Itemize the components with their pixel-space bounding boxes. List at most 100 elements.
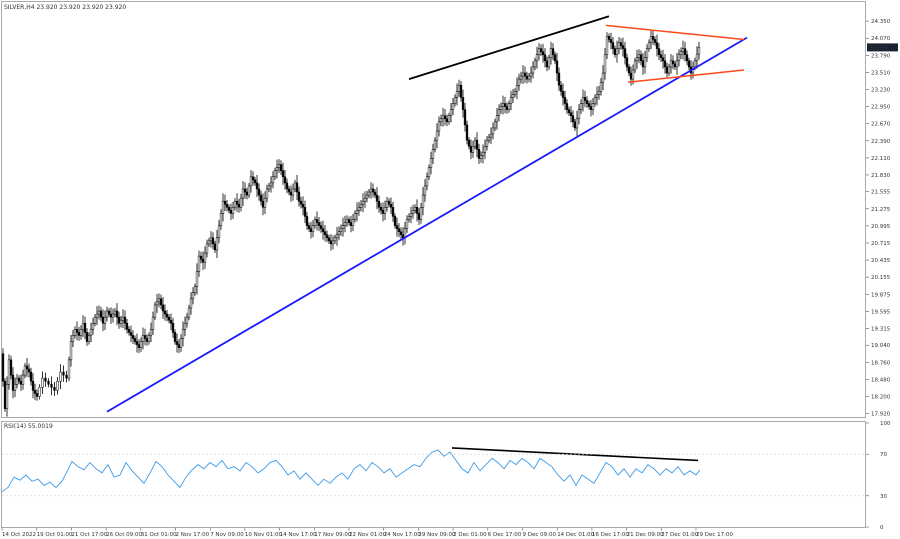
candle-body <box>361 200 365 205</box>
candle-body <box>369 188 373 193</box>
candle-body <box>417 213 421 220</box>
candle-body <box>425 176 429 187</box>
candle-body <box>357 207 361 211</box>
candle-body <box>143 335 147 339</box>
price-axis-label: 21.830 <box>871 173 891 179</box>
price-axis-label: 22.110 <box>871 156 891 162</box>
candle-body <box>129 332 133 336</box>
candle-body <box>237 203 241 208</box>
candle-body <box>265 188 269 199</box>
candle-body <box>677 54 681 62</box>
candle-body <box>151 316 155 330</box>
time-axis-label: 27 Dec 01:00 <box>661 532 698 538</box>
candle-body <box>21 374 25 385</box>
candle-body <box>491 127 495 135</box>
time-axis-label: 9 Dec 09:00 <box>523 532 557 538</box>
candle-body <box>595 94 599 98</box>
candle-body <box>651 36 655 40</box>
candle-body <box>181 329 185 339</box>
candle-body <box>189 298 193 309</box>
candle-body <box>553 54 557 62</box>
candle-body <box>79 329 83 336</box>
candle-body <box>315 219 319 223</box>
time-axis-label: 26 Oct 09:00 <box>106 532 142 538</box>
candle-body <box>555 60 559 74</box>
candle-body <box>199 255 203 260</box>
candle-body <box>399 231 403 235</box>
candle-body <box>619 42 623 46</box>
candle-body <box>531 66 535 74</box>
candle-body <box>493 121 497 129</box>
candle-body <box>169 319 173 324</box>
candle-body <box>377 200 381 208</box>
candle-body <box>469 146 473 153</box>
time-axis-label: 21 Oct 17:00 <box>71 532 107 538</box>
candle-body <box>653 39 657 43</box>
candle-body <box>269 182 273 187</box>
candle-body <box>62 371 65 376</box>
candle-body <box>343 222 347 226</box>
candle-body <box>623 48 627 59</box>
price-axis-label: 24.350 <box>871 19 891 25</box>
candle-body <box>427 167 431 178</box>
candle-body <box>659 54 663 59</box>
rsi-axis-label: 100 <box>880 421 891 427</box>
time-axis-label: 24 Nov 17:00 <box>384 532 422 538</box>
price-axis-label: 20.155 <box>871 275 891 281</box>
candle-body <box>617 42 621 49</box>
triangle-lower-line <box>627 69 745 83</box>
candle-body <box>89 329 93 336</box>
candle-body <box>419 207 423 220</box>
candle-body <box>56 380 59 391</box>
candle-body <box>583 97 587 101</box>
candle-body <box>185 316 189 324</box>
candle-body <box>641 60 645 68</box>
candle-body <box>647 42 651 49</box>
candle-body <box>325 234 329 239</box>
candle-body <box>593 97 597 104</box>
candle-body <box>551 48 555 55</box>
candle-body <box>38 387 41 397</box>
candle-body <box>661 57 665 62</box>
candle-body <box>161 304 165 312</box>
candle-body <box>599 81 603 92</box>
candle-body <box>577 109 581 120</box>
candle-body <box>251 176 255 181</box>
candle-body <box>163 310 167 315</box>
price-axis-label: 23.510 <box>871 70 891 76</box>
candle-body <box>229 210 233 214</box>
candle-body <box>397 228 401 232</box>
candle-body <box>637 54 641 59</box>
candle-body <box>33 390 37 394</box>
candle-body <box>337 231 341 235</box>
candle-body <box>573 121 577 129</box>
candle-body <box>505 106 509 110</box>
candle-body <box>501 103 505 107</box>
candle-body <box>693 60 697 68</box>
candle-body <box>249 176 253 187</box>
time-axis-label: 14 Dec 01:00 <box>557 532 594 538</box>
candle-body <box>453 97 457 104</box>
candle-body <box>13 384 17 391</box>
candle-body <box>277 164 281 168</box>
current-price-box <box>867 43 898 52</box>
candle-body <box>605 36 609 55</box>
candle-body <box>211 237 215 245</box>
candle-body <box>383 207 387 214</box>
candle-body <box>575 118 579 129</box>
candle-body <box>353 213 357 220</box>
candle-body <box>541 51 545 55</box>
candle-body <box>335 234 339 239</box>
candle-body <box>339 228 343 232</box>
candle-body <box>639 54 643 62</box>
candle-body <box>273 170 277 178</box>
candle-body <box>261 200 265 208</box>
time-axis-label: 14 Oct 2022 <box>2 532 36 538</box>
candle-body <box>99 310 103 318</box>
candle-body <box>285 182 289 190</box>
price-axis-label: 20.435 <box>871 258 891 264</box>
chart-title: SILVER,H4 23.920 23.920 23.920 23.920 <box>4 4 126 11</box>
candle-body <box>203 252 207 263</box>
